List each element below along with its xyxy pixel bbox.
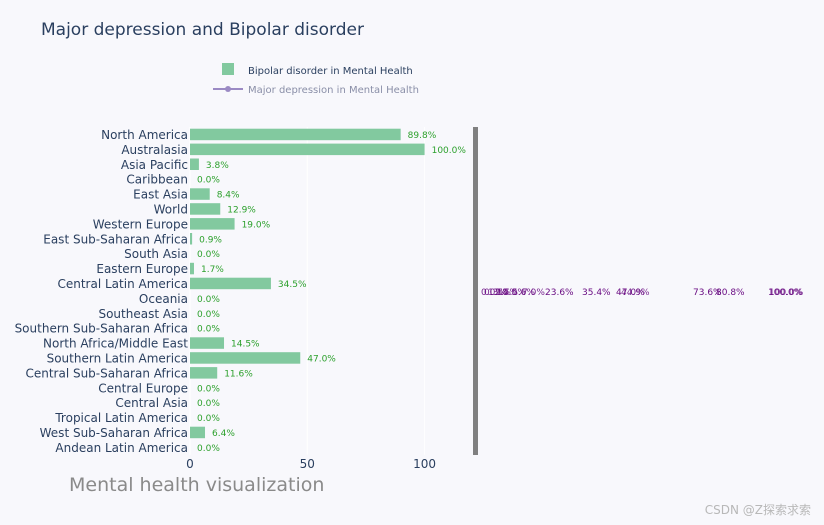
bar[interactable] (190, 426, 206, 439)
depression-overlap-label: 44.9% (621, 288, 650, 298)
legend-label-bipolar[interactable]: Bipolar disorder in Mental Health (248, 66, 413, 77)
category-tick-label: Central Sub-Saharan Africa (25, 366, 188, 380)
bar-value-label: 0.0% (197, 325, 220, 335)
chart-title: Major depression and Bipolar disorder (41, 20, 364, 40)
category-tick-label: North America (101, 128, 188, 142)
category-tick-label: Tropical Latin America (54, 411, 188, 425)
bar-value-label: 11.6% (224, 369, 253, 379)
category-tick-label: Central Asia (115, 396, 188, 410)
bar[interactable] (190, 262, 194, 275)
category-tick-label: Central Europe (98, 381, 188, 395)
depression-overlap-label: 0.0% (481, 288, 504, 298)
bar[interactable] (190, 188, 210, 200)
depression-value-label: 35.4% (582, 288, 611, 298)
bar-value-label: 0.0% (197, 295, 220, 305)
depression-value-label: 100.0% (768, 288, 803, 298)
bar-value-label: 0.0% (197, 399, 220, 409)
legend-marker-depression[interactable] (225, 86, 231, 92)
category-tick-label: Australasia (121, 143, 188, 157)
category-tick-label: Central Latin America (57, 277, 188, 291)
bar-value-label: 14.5% (231, 340, 260, 350)
depression-value-label: 47.0% (616, 288, 645, 298)
category-tick-label: Caribbean (126, 173, 188, 187)
bar[interactable] (190, 233, 193, 245)
depression-value-label: 23.6% (545, 288, 574, 298)
bar-value-label: 0.0% (197, 310, 220, 320)
value-axis: 0 50 100 (186, 457, 436, 471)
depression-overlap-label: 5.6% (512, 288, 535, 298)
bar-value-label: 0.0% (197, 414, 220, 424)
category-tick-label: Western Europe (93, 217, 188, 231)
depression-label-cluster: 0.0%0.3%1.1%2.5%4.0%5.6%7.0% 23.6% 35.4% 47… (481, 288, 804, 298)
bar[interactable] (190, 367, 218, 379)
category-tick-label: Southern Sub-Saharan Africa (15, 322, 188, 336)
watermark: CSDN @Z探索求索 (705, 503, 811, 517)
bar-value-label: 1.7% (201, 265, 224, 275)
bar-value-label: 0.0% (197, 384, 220, 394)
category-tick-label: North Africa/Middle East (43, 337, 188, 351)
bar-value-label: 8.4% (217, 191, 240, 201)
depression-value-label: 73.6% (693, 288, 722, 298)
category-tick-label: Oceania (139, 292, 188, 306)
category-tick-label: West Sub-Saharan Africa (40, 426, 188, 440)
bar[interactable] (190, 218, 235, 230)
bar[interactable] (190, 277, 271, 290)
category-tick-label: Southeast Asia (98, 307, 188, 321)
bar-value-label: 12.9% (227, 205, 256, 215)
category-tick-label: South Asia (124, 247, 188, 261)
bar-value-label: 0.9% (199, 235, 222, 245)
bar-value-label: 19.0% (242, 220, 271, 230)
bar-value-label: 6.4% (212, 429, 235, 439)
x-tick-label: 100 (413, 457, 436, 471)
category-tick-label: East Sub-Saharan Africa (43, 232, 188, 246)
category-tick-label: East Asia (133, 188, 188, 202)
category-tick-label: Southern Latin America (47, 351, 188, 365)
bar-value-label: 3.8% (206, 161, 229, 171)
category-tick-label: Andean Latin America (55, 441, 188, 455)
depression-value-label: 80.8% (716, 288, 745, 298)
bar-value-label: 89.8% (408, 131, 437, 141)
plot-divider-bar (473, 127, 478, 455)
bar-value-label: 47.0% (307, 354, 336, 364)
subplot-title: Mental health visualization (69, 474, 324, 496)
bar[interactable] (190, 203, 221, 215)
legend-swatch-bipolar[interactable] (222, 63, 234, 75)
category-tick-label: Eastern Europe (96, 262, 188, 276)
legend[interactable]: Bipolar disorder in Mental Health Major … (213, 63, 419, 96)
x-tick-label: 0 (186, 457, 194, 471)
category-tick-label: Asia Pacific (121, 158, 188, 172)
bar[interactable] (190, 337, 225, 349)
depression-overlap-label: 100.0% (769, 288, 804, 298)
gridlines (189, 127, 426, 455)
bar-value-label: 0.0% (197, 176, 220, 186)
bar-value-label: 34.5% (278, 280, 307, 290)
bar-value-label: 0.0% (197, 250, 220, 260)
category-tick-label: World (154, 202, 188, 216)
legend-label-depression[interactable]: Major depression in Mental Health (248, 85, 419, 96)
depression-overlap-label: 7.0% (522, 288, 545, 298)
depression-overlap-label: 0.3% (484, 288, 507, 298)
bar[interactable] (190, 158, 199, 171)
bar-value-label: 0.0% (197, 444, 220, 454)
bar-value-label: 100.0% (432, 146, 467, 156)
bar[interactable] (190, 352, 301, 364)
bar[interactable] (190, 143, 425, 156)
depression-overlap-label: 2.5% (495, 288, 518, 298)
x-tick-label: 50 (300, 457, 315, 471)
depression-overlap-label: 4.0% (503, 288, 526, 298)
bar[interactable] (190, 128, 401, 141)
bar-series: 89.8% 100.0% 3.8% 0.0% 8.4% 12.9% 19.0% 0.9% 0.0… (190, 128, 467, 454)
depression-overlap-label: 1.1% (488, 288, 511, 298)
